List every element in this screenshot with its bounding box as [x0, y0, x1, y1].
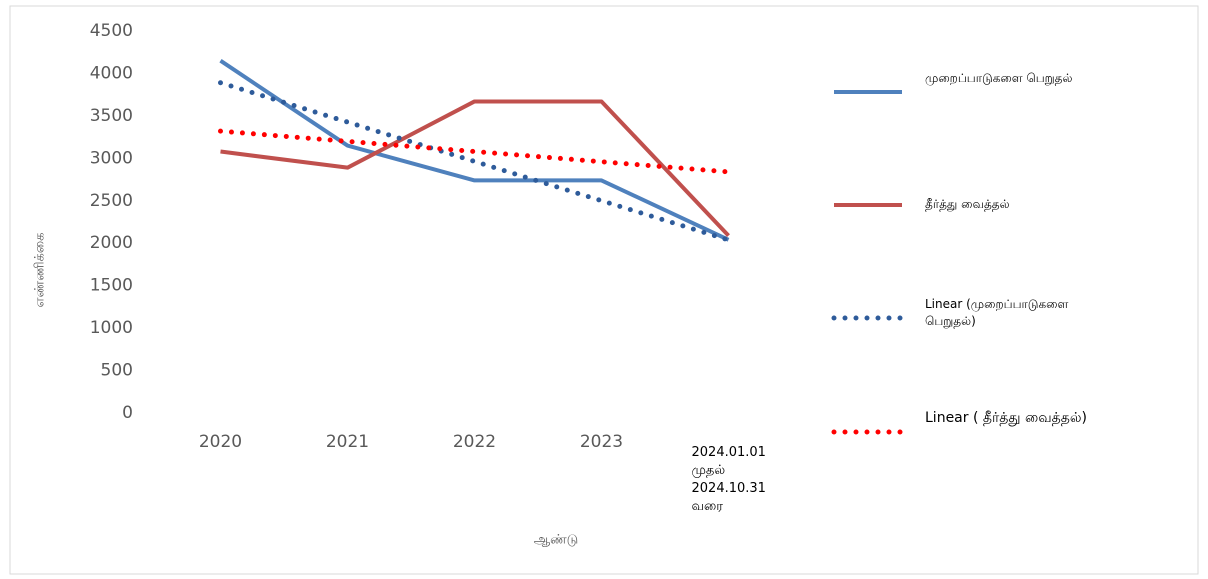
x-axis-title: ஆண்டு	[534, 533, 579, 548]
legend-label: முறைப்பாடுகளை பெறுதல்	[925, 71, 1073, 85]
y-tick-label: 2000	[90, 233, 133, 253]
legend-label: தீர்த்து வைத்தல்	[925, 197, 1010, 211]
x-tick-label: 2021	[325, 432, 370, 452]
chart-frame	[9, 5, 1199, 575]
series-line	[220, 99, 730, 237]
series-line	[218, 80, 731, 243]
y-tick-label: 3000	[90, 148, 133, 168]
x-tick-label: 2023	[579, 432, 624, 452]
series-line	[218, 128, 731, 175]
y-tick-label: 0	[122, 403, 133, 423]
series-line	[219, 59, 730, 242]
legend-label: Linear (முறைப்பாடுகளை பெறுதல்)	[925, 297, 1069, 328]
y-tick-label: 4500	[90, 21, 133, 41]
x-tick-label: 2020	[198, 432, 243, 452]
y-axis-title: எண்ணிக்கை	[33, 233, 48, 308]
x-tick-label: 2022	[452, 432, 497, 452]
y-tick-label: 1000	[90, 318, 133, 338]
y-tick-label: 3500	[90, 106, 133, 126]
x-tick-label: 2024.01.01 முதல் 2024.10.31 வரை	[691, 445, 766, 514]
y-tick-label: 2500	[90, 191, 133, 211]
y-tick-label: 500	[101, 361, 133, 381]
y-tick-label: 4000	[90, 63, 133, 83]
legend-label: Linear ( தீர்த்து வைத்தல்)	[925, 410, 1087, 426]
y-tick-label: 1500	[90, 276, 133, 296]
